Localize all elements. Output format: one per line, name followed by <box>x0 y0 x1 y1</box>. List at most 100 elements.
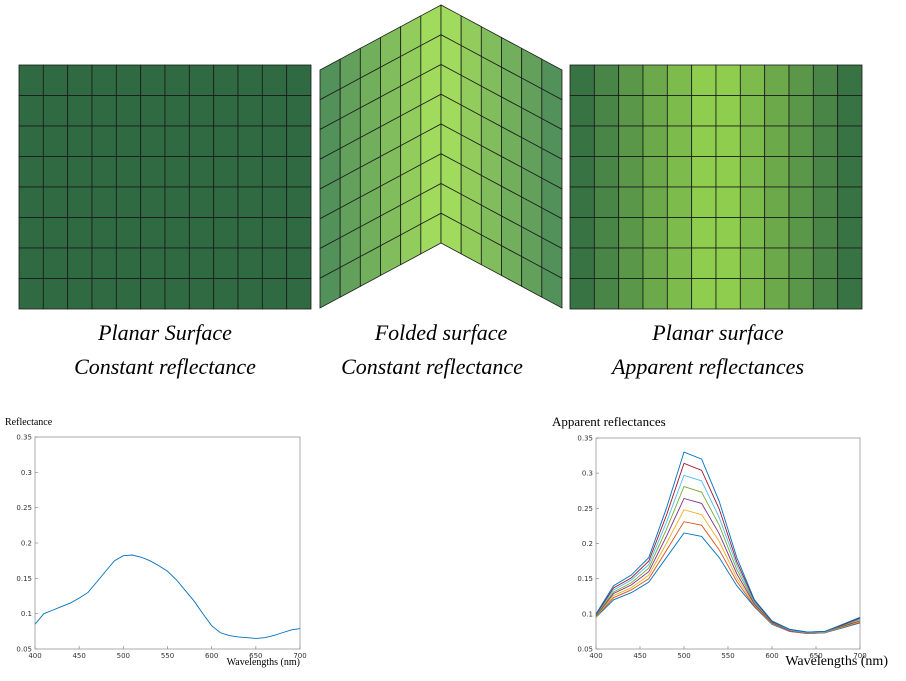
grid-cell <box>43 157 67 188</box>
plot-area <box>596 438 860 649</box>
x-tick-label: 500 <box>117 652 130 660</box>
grid-cell <box>789 157 813 188</box>
grid-cell <box>68 279 92 310</box>
grid-cell <box>165 157 189 188</box>
grid-cell <box>594 126 618 157</box>
grid-cell <box>765 126 789 157</box>
grid-cell <box>214 218 238 249</box>
grid-cell <box>570 187 594 218</box>
grid-cell <box>262 65 286 96</box>
grid-cell <box>116 65 140 96</box>
grid-cell <box>619 65 643 96</box>
grid-cell <box>43 248 67 279</box>
grid-cell <box>667 187 691 218</box>
grid-cell <box>838 218 862 249</box>
grid-cell <box>619 279 643 310</box>
grid-cell <box>716 126 740 157</box>
grid-cell <box>189 187 213 218</box>
grid-cell <box>789 218 813 249</box>
grid-cell <box>189 65 213 96</box>
y-tick-label: 0.35 <box>577 435 593 443</box>
grid-cell <box>19 126 43 157</box>
grid-cell <box>214 187 238 218</box>
grid-cell <box>594 65 618 96</box>
grid-cell <box>765 187 789 218</box>
y-tick-label: 0.3 <box>21 469 32 477</box>
grid-cell <box>716 96 740 127</box>
grid-cell <box>667 126 691 157</box>
grid-cell <box>570 96 594 127</box>
grid-cell <box>68 157 92 188</box>
grid-cell <box>68 126 92 157</box>
grid-cell <box>716 248 740 279</box>
grid-cell <box>262 96 286 127</box>
x-tick-label: 400 <box>28 652 41 660</box>
figure: Planar Surface Constant reflectance Fold… <box>0 0 906 681</box>
grid-cell <box>238 126 262 157</box>
grid-cell <box>594 96 618 127</box>
grid-cell <box>570 218 594 249</box>
grid-cell <box>619 248 643 279</box>
grid-cell <box>238 218 262 249</box>
grid-cell <box>43 96 67 127</box>
grid-cell <box>287 218 311 249</box>
grid-cell <box>287 96 311 127</box>
grid-cell <box>570 248 594 279</box>
grid-cell <box>92 187 116 218</box>
grid-cell <box>619 157 643 188</box>
grid-cell <box>838 248 862 279</box>
grid-cell <box>141 65 165 96</box>
grid-cell <box>740 218 764 249</box>
caption: Folded surface <box>374 320 508 345</box>
grid-cell <box>19 279 43 310</box>
grid-cell <box>189 218 213 249</box>
grid-cell <box>92 157 116 188</box>
grid-cell <box>838 96 862 127</box>
grid-cell <box>740 65 764 96</box>
grid-cell <box>116 157 140 188</box>
grid-cell <box>619 96 643 127</box>
grid-cell <box>813 187 837 218</box>
grid-cell <box>667 248 691 279</box>
grid-cell <box>238 65 262 96</box>
grid-cell <box>287 126 311 157</box>
grid-cell <box>813 218 837 249</box>
grid-cell <box>165 248 189 279</box>
grid-cell <box>789 96 813 127</box>
grid-cell <box>238 279 262 310</box>
grid-cell <box>692 65 716 96</box>
grid-cell <box>92 126 116 157</box>
grid-cell <box>165 218 189 249</box>
grid-cell <box>92 96 116 127</box>
grid-cell <box>141 279 165 310</box>
grid-cell <box>643 96 667 127</box>
grid-cell <box>287 279 311 310</box>
grid-cell <box>692 96 716 127</box>
grid-cell <box>92 279 116 310</box>
grid-cell <box>68 248 92 279</box>
grid-cell <box>238 187 262 218</box>
grid-cell <box>189 96 213 127</box>
grid-cell <box>287 65 311 96</box>
grid-cell <box>68 65 92 96</box>
grid-cell <box>643 126 667 157</box>
grid-cell <box>141 187 165 218</box>
grid-cell <box>838 157 862 188</box>
grid-cell <box>765 157 789 188</box>
grid-cell <box>214 248 238 279</box>
grid-cell <box>116 96 140 127</box>
grid-cell <box>813 126 837 157</box>
grid-cell <box>287 248 311 279</box>
y-axis-label: Reflectance <box>5 417 53 428</box>
grid-cell <box>594 248 618 279</box>
grid-cell <box>287 187 311 218</box>
grid-cell <box>570 279 594 310</box>
grid-cell <box>92 248 116 279</box>
grid-cell <box>765 218 789 249</box>
grid-cell <box>667 65 691 96</box>
grid-cell <box>19 65 43 96</box>
grid-cell <box>238 96 262 127</box>
y-tick-label: 0.25 <box>577 505 593 513</box>
grid-cell <box>43 65 67 96</box>
grid-cell <box>692 279 716 310</box>
